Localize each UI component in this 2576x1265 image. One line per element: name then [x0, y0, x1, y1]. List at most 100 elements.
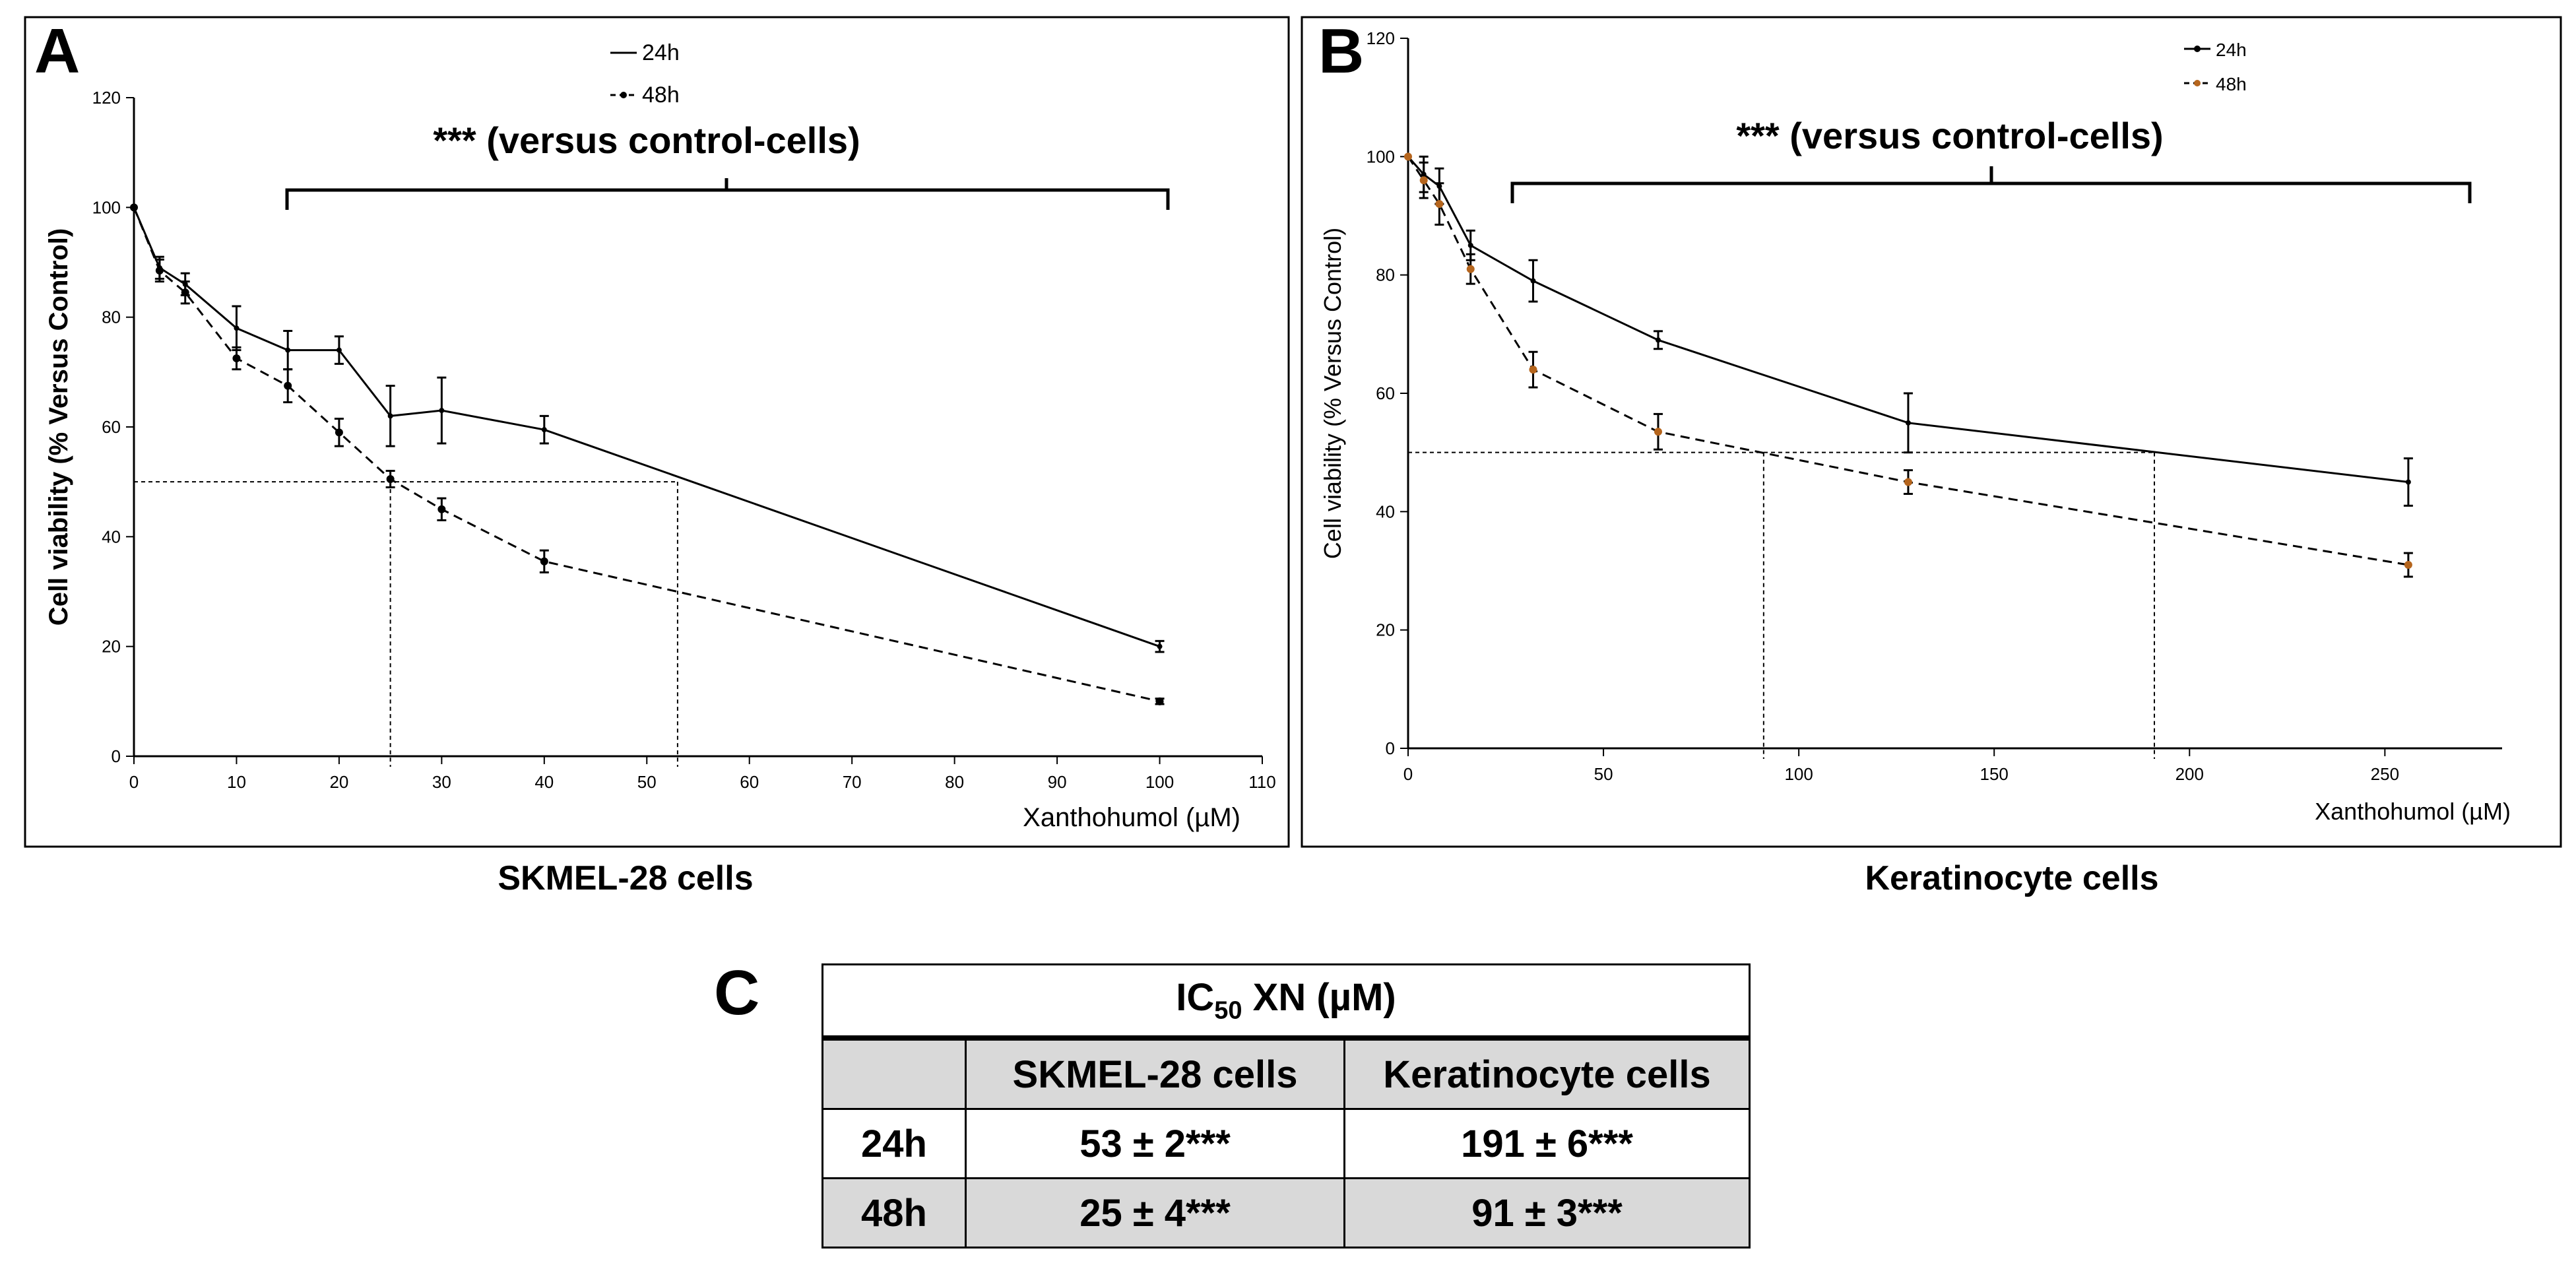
a-y-tick-label: 120 [92, 88, 121, 108]
a-legend-label-48h: 48h [642, 82, 680, 108]
a-y-tick-label: 20 [102, 637, 121, 657]
b-y-tick-label: 120 [1367, 28, 1395, 48]
b-series-48h-point [1419, 176, 1428, 185]
a-y-tick-label: 100 [92, 197, 121, 217]
ic50-table-title: IC50 XN (µM) [821, 963, 1751, 1041]
b-series-48h-point [1904, 478, 1912, 486]
b-y-tick-label: 100 [1367, 146, 1395, 166]
ic50-table: IC50 XN (µM) SKMEL-28 cells Keratinocyte… [821, 963, 1751, 1249]
a-series-48h-point [335, 428, 343, 437]
a-x-tick-label: 60 [740, 772, 759, 792]
a-series-48h-line [133, 207, 1160, 703]
a-series-48h-point [540, 557, 548, 566]
a-x-tick-label: 100 [1145, 772, 1174, 792]
b-legend-label-24h: 24h [2216, 40, 2247, 60]
ic50-row-label: 48h [821, 1177, 967, 1249]
b-y-tick-label: 40 [1376, 502, 1395, 521]
chart-a: 0 20 40 60 80 100 120 0 10 20 30 40 50 60 70 80 90 100 110… [44, 40, 1276, 832]
a-x-tick-label: 0 [129, 772, 139, 792]
b-x-tick-label: 0 [1403, 764, 1413, 784]
ic50-cell-skmel: 25 ± 4*** [965, 1177, 1345, 1249]
b-series-24h-point [1530, 278, 1536, 284]
ic50-cell-skmel: 53 ± 2*** [965, 1108, 1345, 1179]
panel-b-frame [1301, 16, 2562, 848]
ic50-title-suffix: XN (µM) [1242, 976, 1396, 1020]
a-series-48h-point [181, 288, 189, 297]
panel-b-bracket [1510, 166, 2472, 203]
b-legend-label-48h: 48h [2216, 74, 2247, 94]
panel-c-letter: C [714, 957, 760, 1028]
chart-b: 0 20 40 60 80 100 120 0 50 100 150 200 250 Cell viabi… [1319, 28, 2511, 825]
ic50-table-header-row: SKMEL-28 cells Keratinocyte cells [821, 1037, 1751, 1110]
a-x-tick-label: 20 [329, 772, 348, 792]
a-x-tick-label: 10 [227, 772, 246, 792]
a-x-tick-label: 80 [945, 772, 964, 792]
panel-b-caption: Keratinocyte cells [1865, 859, 2158, 897]
a-x-tick-label: 40 [534, 772, 554, 792]
b-y-tick-label: 20 [1376, 620, 1395, 640]
ic50-row-label: 24h [821, 1108, 967, 1179]
b-series-24h-point [2405, 479, 2411, 485]
a-series-48h-point [232, 354, 241, 363]
b-series-48h-line [1407, 156, 2409, 566]
b-legend-marker-48h [2194, 80, 2201, 86]
ic50-header-skmel: SKMEL-28 cells [965, 1037, 1345, 1110]
panel-a-letter: A [34, 16, 80, 86]
b-x-tick-label: 200 [2175, 764, 2204, 784]
a-y-tick-label: 60 [102, 417, 121, 437]
a-series-24h-point [541, 427, 547, 433]
b-x-tick-label: 150 [1980, 764, 2009, 784]
a-series-24h-point [336, 347, 342, 353]
panel-a-frame [24, 16, 1290, 848]
a-y-axis-label: Cell viability (% Versus Control) [44, 228, 73, 626]
b-x-axis-label: Xanthohumol (µM) [2315, 798, 2511, 825]
b-series-48h-point [1654, 428, 1662, 436]
ic50-header-kera: Keratinocyte cells [1343, 1037, 1751, 1110]
a-legend-marker-48h [620, 92, 627, 98]
ic50-title-sub: 50 [1214, 996, 1242, 1025]
ic50-cell-kera: 91 ± 3*** [1343, 1177, 1751, 1249]
b-y-axis-label: Cell viability (% Versus Control) [1319, 228, 1346, 559]
b-series-48h-point [1529, 366, 1537, 374]
panel-b-letter: B [1318, 16, 1364, 86]
table-row: 24h 53 ± 2*** 191 ± 6*** [821, 1108, 1751, 1179]
panel-a-bracket [285, 178, 1170, 210]
a-x-tick-label: 30 [432, 772, 451, 792]
a-series-48h-point [155, 266, 164, 275]
b-y-tick-label: 0 [1386, 738, 1395, 758]
b-x-tick-label: 50 [1594, 764, 1613, 784]
a-series-48h-point [386, 475, 395, 484]
a-series-48h-point [130, 203, 138, 212]
a-y-tick-label: 0 [112, 746, 121, 766]
ic50-header-empty [821, 1037, 967, 1110]
a-series-24h-point [234, 325, 240, 331]
a-x-tick-label: 70 [843, 772, 862, 792]
a-series-24h-line [133, 207, 1161, 648]
b-legend-marker-24h [2194, 46, 2201, 52]
b-y-tick-label: 60 [1376, 383, 1395, 403]
b-series-48h-point [2404, 561, 2412, 569]
b-series-24h-point [1467, 242, 1473, 248]
panel-a-annotation: *** (versus control-cells) [433, 119, 860, 161]
panel-a-caption: SKMEL-28 cells [498, 859, 753, 897]
a-y-tick-label: 40 [102, 527, 121, 546]
ic50-table-title-row: IC50 XN (µM) [821, 963, 1751, 1041]
b-series-48h-point [1435, 200, 1444, 209]
a-x-tick-label: 110 [1248, 772, 1275, 792]
a-series-24h-point [439, 408, 445, 414]
b-y-tick-label: 80 [1376, 265, 1395, 285]
b-series-48h-point [1404, 152, 1412, 161]
b-series-48h-point [1466, 265, 1475, 273]
b-series-24h-line [1407, 156, 2409, 483]
a-series-48h-point [284, 381, 292, 390]
a-y-tick-label: 80 [102, 308, 121, 327]
a-series-24h-point [387, 413, 393, 419]
a-x-tick-label: 90 [1048, 772, 1067, 792]
b-series-24h-point [1655, 337, 1661, 343]
b-x-tick-label: 100 [1784, 764, 1813, 784]
b-series-24h-point [1905, 420, 1911, 426]
ic50-cell-kera: 191 ± 6*** [1343, 1108, 1751, 1179]
a-series-48h-point [1155, 697, 1164, 705]
panel-b-annotation: *** (versus control-cells) [1736, 115, 2163, 156]
